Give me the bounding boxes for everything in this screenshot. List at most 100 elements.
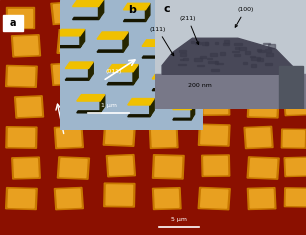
Polygon shape — [15, 96, 43, 118]
Polygon shape — [51, 1, 84, 24]
Polygon shape — [123, 32, 128, 52]
Polygon shape — [278, 66, 303, 85]
Polygon shape — [286, 97, 306, 114]
Polygon shape — [237, 8, 264, 27]
Polygon shape — [198, 187, 230, 210]
Polygon shape — [77, 111, 102, 113]
Polygon shape — [8, 67, 35, 86]
Bar — [232, 51, 239, 52]
Text: (211): (211) — [180, 16, 199, 44]
Bar — [252, 57, 260, 60]
Polygon shape — [195, 48, 199, 64]
Polygon shape — [155, 157, 182, 177]
Polygon shape — [60, 32, 87, 53]
Polygon shape — [164, 40, 169, 58]
Bar — [258, 50, 264, 52]
Polygon shape — [240, 67, 265, 86]
Text: (011): (011) — [67, 118, 84, 123]
Polygon shape — [54, 126, 83, 149]
Polygon shape — [173, 118, 192, 120]
Text: 5 μm: 5 μm — [171, 217, 187, 222]
Polygon shape — [283, 39, 304, 55]
Bar — [263, 43, 270, 44]
Polygon shape — [99, 0, 104, 20]
Polygon shape — [6, 127, 37, 148]
Polygon shape — [272, 4, 297, 24]
Bar — [235, 47, 239, 49]
Polygon shape — [191, 104, 195, 120]
Polygon shape — [106, 35, 135, 57]
Polygon shape — [286, 189, 306, 206]
Polygon shape — [152, 188, 181, 210]
Bar — [194, 59, 202, 61]
Polygon shape — [6, 65, 37, 87]
Polygon shape — [142, 40, 169, 46]
Polygon shape — [97, 9, 126, 29]
Polygon shape — [201, 189, 228, 208]
Bar — [215, 61, 218, 64]
Polygon shape — [185, 12, 188, 29]
Polygon shape — [8, 128, 35, 147]
Polygon shape — [155, 96, 187, 118]
Polygon shape — [283, 130, 304, 147]
Polygon shape — [250, 159, 277, 177]
Bar — [3, 15, 23, 31]
Polygon shape — [100, 60, 132, 85]
Polygon shape — [51, 63, 80, 85]
Bar — [245, 51, 250, 54]
Polygon shape — [109, 36, 133, 55]
Polygon shape — [177, 48, 199, 54]
Bar — [265, 63, 272, 65]
Polygon shape — [201, 126, 228, 145]
Bar — [202, 42, 208, 45]
Bar — [181, 53, 186, 56]
Bar — [210, 53, 217, 56]
Bar — [268, 44, 274, 48]
Bar — [211, 70, 219, 71]
Polygon shape — [147, 68, 175, 87]
Polygon shape — [97, 32, 128, 39]
Bar — [225, 40, 229, 43]
Polygon shape — [99, 10, 124, 27]
Polygon shape — [152, 72, 179, 79]
Polygon shape — [165, 27, 186, 29]
Polygon shape — [284, 157, 306, 176]
Bar — [250, 55, 255, 57]
Polygon shape — [274, 6, 295, 22]
Polygon shape — [65, 62, 93, 68]
Polygon shape — [189, 4, 218, 26]
Polygon shape — [192, 61, 224, 82]
Polygon shape — [53, 64, 78, 84]
Text: (111): (111) — [149, 27, 174, 56]
Polygon shape — [106, 123, 133, 145]
Polygon shape — [204, 157, 228, 175]
Polygon shape — [63, 93, 90, 114]
Polygon shape — [107, 83, 135, 85]
Polygon shape — [250, 98, 277, 116]
Polygon shape — [281, 37, 306, 57]
Polygon shape — [104, 183, 135, 207]
Polygon shape — [238, 65, 267, 87]
Polygon shape — [284, 188, 306, 207]
Polygon shape — [57, 29, 84, 36]
Polygon shape — [149, 69, 173, 86]
Bar — [256, 58, 263, 61]
Polygon shape — [145, 3, 150, 22]
Polygon shape — [177, 62, 196, 64]
Text: (011): (011) — [106, 69, 122, 74]
Polygon shape — [61, 91, 92, 116]
Polygon shape — [14, 159, 38, 177]
Bar — [234, 43, 242, 45]
Polygon shape — [77, 95, 105, 101]
Polygon shape — [60, 159, 87, 177]
Polygon shape — [202, 94, 230, 115]
Polygon shape — [152, 89, 176, 91]
Polygon shape — [73, 17, 100, 20]
Polygon shape — [6, 7, 34, 28]
Bar — [195, 42, 201, 44]
Bar — [180, 59, 183, 60]
Polygon shape — [57, 189, 81, 208]
Polygon shape — [284, 96, 306, 116]
Polygon shape — [133, 65, 138, 85]
Polygon shape — [173, 104, 195, 110]
